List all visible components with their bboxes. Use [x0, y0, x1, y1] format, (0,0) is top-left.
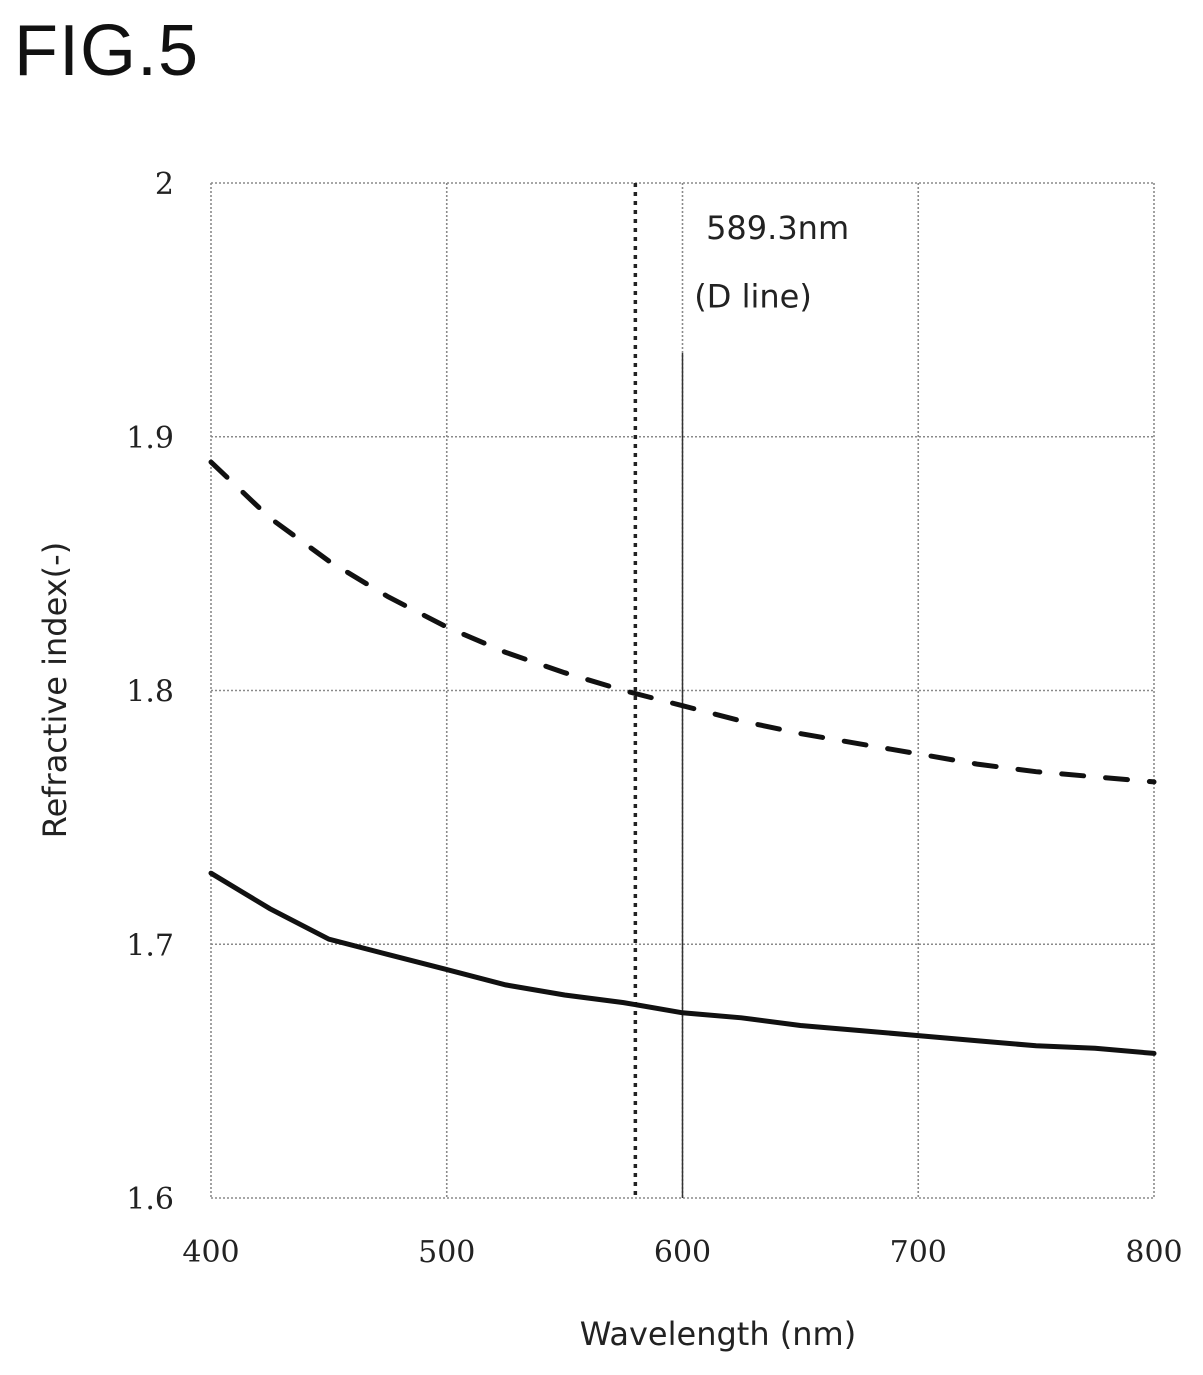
- x-tick-label: 500: [418, 1235, 475, 1270]
- annotation-label: 589.3nm: [706, 209, 849, 247]
- y-tick-label: 2: [155, 167, 174, 202]
- y-axis-title: Refractive index(-): [36, 542, 74, 838]
- x-tick-label: 700: [890, 1235, 947, 1270]
- figure-label: FIG.5: [14, 11, 200, 91]
- y-tick-label: 1.6: [126, 1182, 174, 1217]
- x-tick-label: 400: [182, 1235, 239, 1270]
- reference-lines: [633, 183, 684, 1198]
- grid: [210, 182, 1155, 1199]
- x-tick-label: 800: [1125, 1235, 1182, 1270]
- series-group: [208, 459, 1157, 1056]
- series-line-dashed: [208, 459, 1157, 785]
- y-tick-label: 1.8: [126, 675, 174, 710]
- x-axis-title: Wavelength (nm): [580, 1315, 856, 1353]
- annotation-label: (D line): [694, 277, 812, 315]
- y-tick-label: 1.7: [126, 928, 174, 963]
- x-tick-label: 600: [654, 1235, 711, 1270]
- y-tick-label: 1.9: [126, 421, 174, 456]
- annotations: 589.3nm (D line): [694, 209, 849, 316]
- series-line-solid: [208, 870, 1157, 1056]
- tick-labels: 400 500 600 700 800 1.6 1.7 1.8 1.9 2: [126, 167, 1182, 1270]
